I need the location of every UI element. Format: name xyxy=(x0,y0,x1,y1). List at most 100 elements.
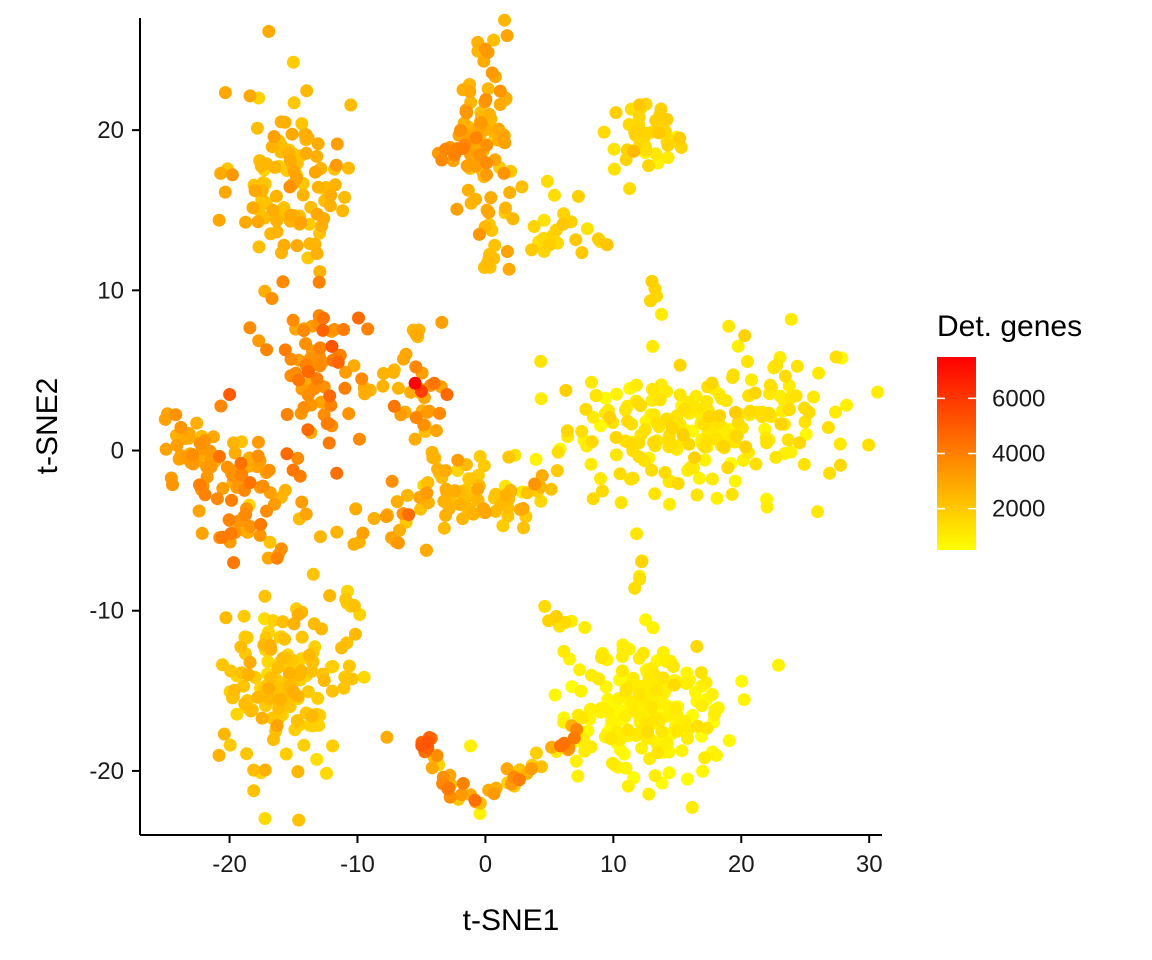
data-point xyxy=(268,160,282,174)
data-point xyxy=(361,322,375,336)
data-point xyxy=(159,442,173,456)
data-point xyxy=(294,216,307,230)
data-point xyxy=(227,556,241,570)
data-point xyxy=(247,763,261,777)
data-point xyxy=(291,451,305,465)
data-point xyxy=(648,487,662,501)
data-point xyxy=(239,508,253,522)
data-point xyxy=(301,685,315,699)
data-point xyxy=(420,486,434,500)
data-point xyxy=(234,456,248,470)
data-point xyxy=(285,127,299,141)
data-point xyxy=(469,192,483,206)
data-point xyxy=(597,125,611,139)
data-point xyxy=(500,29,514,43)
data-point xyxy=(691,719,705,733)
data-point xyxy=(324,398,338,412)
data-point xyxy=(170,438,184,452)
data-point xyxy=(677,402,691,416)
data-point xyxy=(512,773,526,787)
data-point xyxy=(520,486,534,500)
data-point xyxy=(391,381,405,395)
data-point xyxy=(295,117,309,131)
data-point xyxy=(425,761,439,775)
data-point xyxy=(243,655,257,669)
y-tick-label: 10 xyxy=(97,277,124,304)
data-point xyxy=(387,399,401,413)
data-point xyxy=(663,497,677,511)
data-point xyxy=(606,756,619,770)
data-point xyxy=(675,744,689,758)
data-point xyxy=(534,392,548,406)
data-point xyxy=(466,507,480,521)
data-point xyxy=(295,630,309,644)
data-point xyxy=(409,411,423,424)
data-point xyxy=(781,433,795,447)
data-point xyxy=(260,343,274,357)
data-point xyxy=(673,131,687,145)
data-point xyxy=(266,614,280,628)
data-point xyxy=(480,138,494,152)
data-point xyxy=(460,106,474,120)
data-point xyxy=(725,487,739,501)
data-point xyxy=(493,98,507,111)
data-point xyxy=(252,334,266,348)
legend-breaks: 2000 4000 6000 xyxy=(937,385,1045,523)
data-point xyxy=(247,784,261,798)
data-point xyxy=(214,166,228,180)
data-point xyxy=(487,33,501,47)
data-point xyxy=(807,390,820,404)
data-point xyxy=(225,493,238,507)
data-point xyxy=(271,661,285,675)
data-point xyxy=(485,66,499,80)
data-point xyxy=(646,667,660,681)
data-points xyxy=(158,13,885,827)
data-point xyxy=(453,498,467,511)
data-point xyxy=(243,476,257,490)
data-point xyxy=(433,406,447,420)
data-point xyxy=(635,741,649,755)
data-point xyxy=(576,711,590,725)
data-point xyxy=(644,700,658,714)
data-point xyxy=(690,402,704,416)
data-point xyxy=(313,530,327,544)
data-point xyxy=(216,481,230,495)
data-point xyxy=(330,466,344,480)
data-point xyxy=(390,495,404,509)
data-point xyxy=(784,312,798,326)
data-point xyxy=(743,404,757,418)
data-point xyxy=(243,321,257,335)
data-point xyxy=(735,674,749,688)
data-point xyxy=(607,142,621,156)
data-point xyxy=(609,106,623,120)
data-point xyxy=(680,772,694,786)
data-point xyxy=(409,360,423,374)
data-point xyxy=(517,521,530,535)
data-point xyxy=(192,504,206,518)
data-point xyxy=(722,319,736,333)
data-point xyxy=(624,437,638,451)
data-point xyxy=(534,494,548,508)
data-point xyxy=(811,505,824,519)
data-point xyxy=(166,478,179,492)
data-point xyxy=(696,764,710,778)
data-point xyxy=(456,512,470,526)
data-point xyxy=(673,358,687,372)
data-point xyxy=(548,688,562,702)
data-point xyxy=(621,414,635,428)
data-point xyxy=(391,536,405,550)
legend-break-label: 6000 xyxy=(992,385,1045,412)
data-point xyxy=(529,452,543,466)
data-point xyxy=(778,369,792,383)
data-point xyxy=(705,472,719,486)
data-point xyxy=(230,707,244,721)
data-point xyxy=(258,589,272,603)
data-point xyxy=(301,388,315,402)
data-point xyxy=(327,323,341,336)
data-point xyxy=(619,153,633,166)
data-point xyxy=(454,788,468,802)
data-point xyxy=(862,438,876,452)
data-point xyxy=(218,86,232,100)
data-point xyxy=(357,670,371,684)
data-point xyxy=(662,440,676,454)
